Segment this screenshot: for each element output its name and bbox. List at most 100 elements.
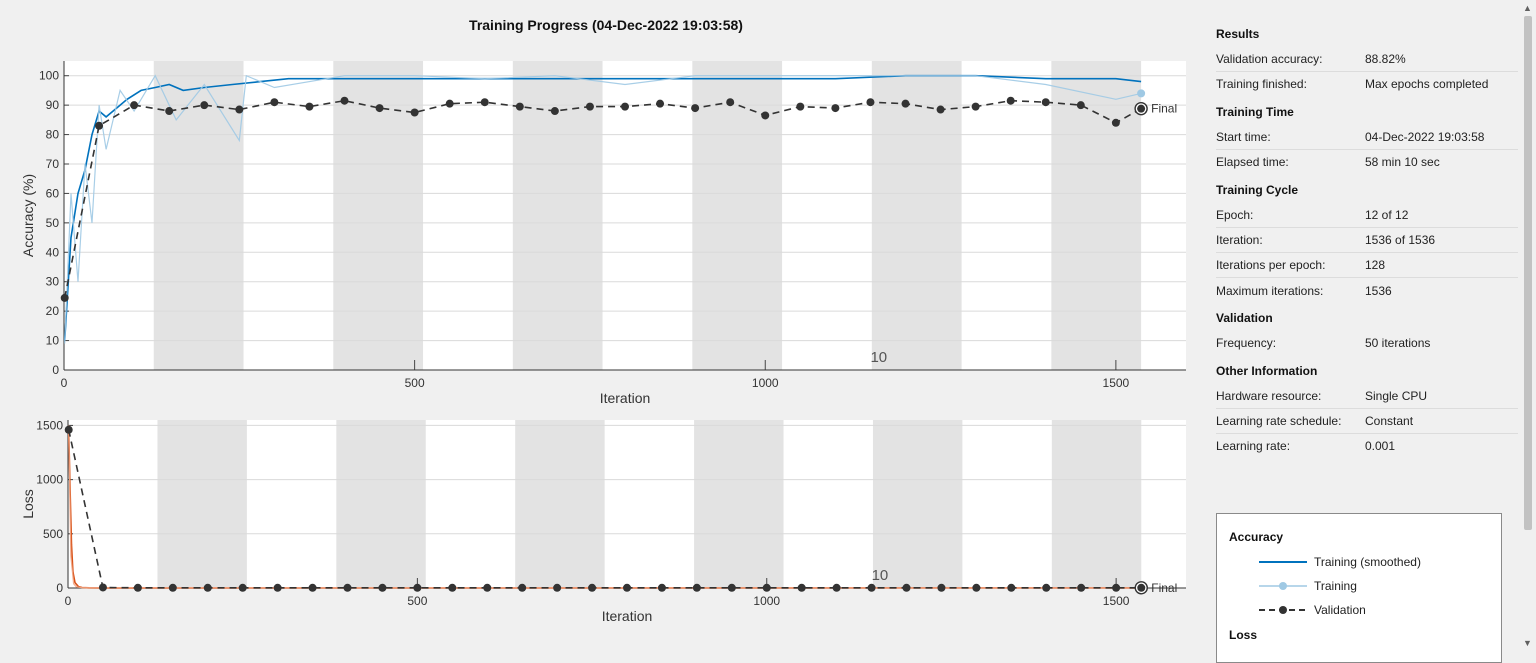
validation-point	[1077, 583, 1086, 592]
validation-point	[445, 99, 454, 108]
validation-point	[1007, 583, 1016, 592]
validation-point	[1137, 583, 1146, 592]
validation-point	[1137, 104, 1146, 113]
y-tick-label: 30	[46, 275, 60, 289]
y-tick-label: 50	[46, 216, 60, 230]
epoch-band	[871, 61, 962, 370]
plot-area	[64, 61, 1186, 370]
x-tick-label: 1500	[1103, 376, 1130, 390]
y-tick-label: 60	[46, 186, 60, 200]
plot-title: Training Progress (04-Dec-2022 19:03:58)	[469, 17, 743, 33]
start-time-label: Start time:	[1216, 130, 1271, 144]
maximum-iterations-value: 1536	[1365, 284, 1392, 298]
y-tick-label: 80	[46, 128, 60, 142]
frequency-value: 50 iterations	[1365, 336, 1431, 350]
training-finished-label: Training finished:	[1216, 77, 1307, 91]
validation-point	[762, 583, 771, 592]
validation-point	[133, 583, 142, 592]
legend-box: Accuracy Training (smoothed) Training Va…	[1216, 513, 1502, 663]
validation-point	[553, 583, 562, 592]
validation-point	[831, 104, 840, 113]
x-tick-label: 500	[405, 376, 425, 390]
epoch-value: 12 of 12	[1365, 208, 1409, 222]
validation-point	[902, 583, 911, 592]
validation-point	[343, 583, 352, 592]
x-axis-label: Iteration	[600, 390, 651, 406]
legend-validation-marker	[1279, 606, 1287, 614]
validation-point	[168, 583, 177, 592]
legend-loss-title: Loss	[1229, 628, 1258, 642]
x-tick-label: 0	[61, 376, 68, 390]
info-panel: Results Validation accuracy: 88.82% Trai…	[1200, 0, 1518, 651]
final-label: Final	[1151, 581, 1177, 595]
validation-point	[727, 583, 736, 592]
y-axis-label: Accuracy (%)	[20, 174, 36, 257]
legend-swatches	[1259, 561, 1307, 614]
validation-point	[203, 583, 212, 592]
x-tick-label: 0	[65, 594, 72, 608]
vertical-scrollbar[interactable]: ▲ ▼	[1520, 0, 1536, 651]
legend-training-label: Training	[1314, 579, 1357, 593]
validation-point	[340, 96, 349, 105]
validation-point	[130, 101, 139, 110]
learning-rate-schedule-value: Constant	[1365, 414, 1414, 428]
y-tick-label: 1000	[36, 473, 63, 487]
elapsed-time-label: Elapsed time:	[1216, 155, 1289, 169]
scroll-up-arrow-icon[interactable]: ▲	[1523, 3, 1532, 13]
final-label: Final	[1151, 102, 1177, 116]
scroll-down-arrow-icon[interactable]: ▼	[1523, 638, 1532, 648]
epoch-band	[1051, 420, 1142, 588]
results-heading: Results	[1216, 27, 1260, 41]
other-information-heading: Other Information	[1216, 364, 1318, 378]
validation-point	[98, 583, 107, 592]
validation-point	[936, 105, 945, 114]
learning-rate-value: 0.001	[1365, 439, 1396, 453]
epoch-number-label: 10	[870, 349, 887, 366]
validation-point	[410, 108, 419, 117]
validation-point	[797, 583, 806, 592]
validation-point	[588, 583, 597, 592]
series-validation	[67, 429, 1142, 589]
validation-point	[585, 102, 594, 111]
hardware-resource-label: Hardware resource:	[1216, 389, 1322, 403]
y-tick-label: 500	[43, 527, 63, 541]
validation-point	[972, 583, 981, 592]
validation-point	[971, 102, 980, 111]
validation-point	[95, 121, 104, 130]
validation-point	[623, 583, 631, 592]
plot-area	[68, 420, 1186, 588]
validation-point	[305, 102, 314, 111]
legend-accuracy-title: Accuracy	[1229, 530, 1284, 544]
y-tick-label: 0	[52, 363, 59, 377]
validation-point	[867, 583, 876, 592]
validation-point	[1076, 101, 1085, 110]
loss-chart: 0 500 1000 1500 0 500 1000 1500 Iteration Loss 10 F…	[20, 418, 1186, 624]
validation-point	[515, 102, 524, 111]
legend-validation-label: Validation	[1314, 603, 1366, 617]
validation-point	[483, 583, 492, 592]
scrollbar-thumb[interactable]	[1524, 16, 1532, 530]
divider	[1216, 408, 1518, 409]
divider	[1216, 71, 1518, 72]
validation-point	[796, 102, 805, 111]
validation-point	[832, 583, 841, 592]
y-tick-label: 90	[46, 98, 60, 112]
validation-point	[448, 583, 457, 592]
validation-point	[165, 107, 174, 116]
frequency-label: Frequency:	[1216, 336, 1277, 350]
validation-point	[375, 104, 384, 113]
validation-point	[901, 99, 910, 108]
iteration-label: Iteration:	[1216, 233, 1263, 247]
iteration-value: 1536 of 1536	[1365, 233, 1436, 247]
start-time-value: 04-Dec-2022 19:03:58	[1365, 130, 1485, 144]
y-tick-label: 40	[46, 245, 60, 259]
validation-point	[550, 107, 559, 116]
series-training-final-marker	[1137, 89, 1146, 98]
validation-point	[235, 105, 244, 114]
validation-point	[1006, 96, 1015, 105]
validation-point	[1112, 583, 1121, 592]
validation-point	[413, 583, 422, 592]
validation-point	[308, 583, 317, 592]
epoch-band	[694, 420, 784, 588]
validation-point	[1042, 583, 1051, 592]
